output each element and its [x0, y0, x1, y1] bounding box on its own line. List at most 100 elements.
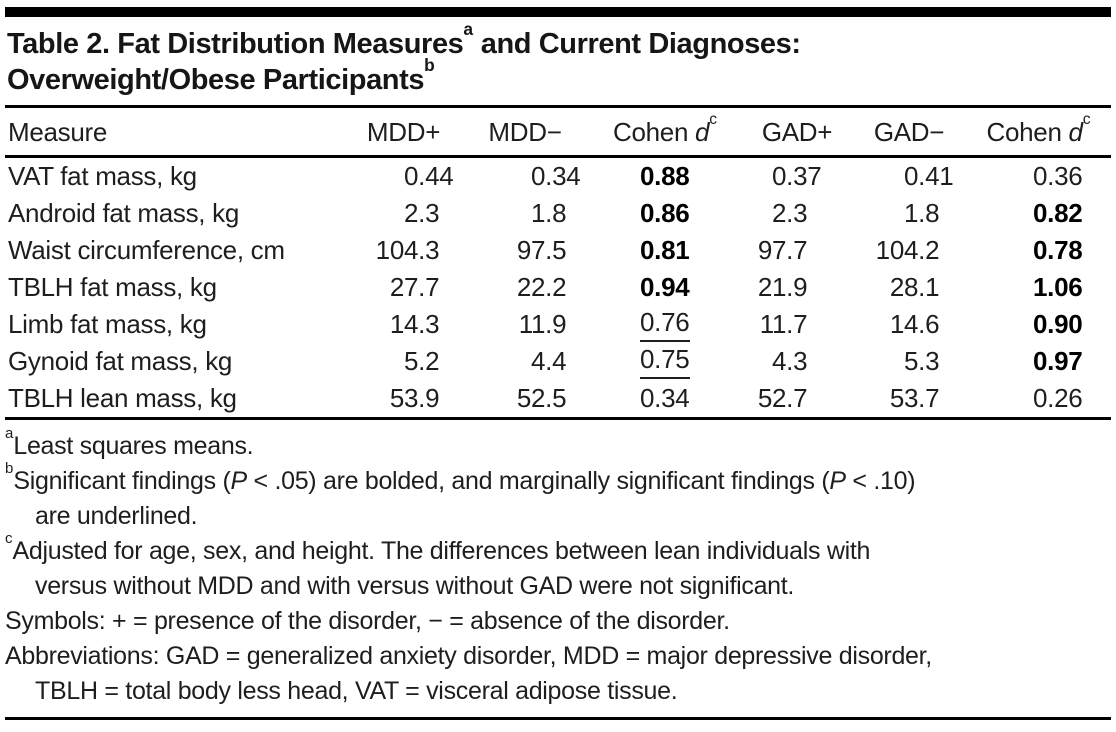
value-cell: 0. 36: [966, 157, 1111, 196]
cell-value: 52. 5: [516, 383, 567, 413]
value-cell: 0. 81: [588, 232, 742, 269]
table-row: Waist circumference, cm 104. 3 97. 5 0. 81 97. 7…: [5, 232, 1111, 269]
column-header-measure: Measure: [5, 108, 345, 158]
cell-value: 0. 97: [1032, 346, 1083, 376]
cell-value: 28. 1: [889, 272, 940, 302]
value-cell: 21. 9: [742, 269, 852, 306]
value-cell: 2.3: [742, 195, 852, 232]
footnote: bSignificant findings (P < .05) are bold…: [5, 459, 916, 530]
cell-value: 4.3: [771, 346, 808, 376]
value-cell: 0. 37: [742, 157, 852, 196]
cell-value: 14. 6: [889, 309, 940, 339]
value-cell: 0. 75: [588, 343, 742, 380]
value-cell: 0. 82: [966, 195, 1111, 232]
value-cell: 0. 90: [966, 306, 1111, 343]
cell-value: 11. 7: [759, 309, 808, 339]
value-cell: 1.8: [852, 195, 966, 232]
footnotes: aLeast squares means. bSignificant findin…: [5, 424, 1111, 709]
cell-value: 0. 44: [403, 161, 454, 191]
cell-value: 21. 9: [757, 272, 808, 302]
cell-value: 53. 7: [889, 383, 940, 413]
footnote: aLeast squares means.: [5, 424, 254, 460]
cell-value: 97. 7: [757, 235, 808, 265]
column-header-cohen-d-gad: Cohen dc: [966, 108, 1111, 158]
cell-value: 0. 37: [771, 161, 822, 191]
cell-value: 0. 86: [639, 198, 690, 228]
cell-value: 52. 7: [757, 383, 808, 413]
value-cell: 0. 94: [588, 269, 742, 306]
column-header-mdd-minus: MDD−: [462, 108, 588, 158]
value-cell: 28. 1: [852, 269, 966, 306]
cell-value: 14. 3: [389, 309, 440, 339]
value-cell: 11. 9: [462, 306, 588, 343]
value-cell: 14. 6: [852, 306, 966, 343]
value-cell: 5.3: [852, 343, 966, 380]
table-row: Limb fat mass, kg 14. 3 11. 9 0. 76 11. 7 14. 6 0. 9…: [5, 306, 1111, 343]
cell-value: 1.8: [530, 198, 567, 228]
table-bottom-border: [5, 717, 1111, 720]
cell-value: 0. 81: [639, 235, 690, 265]
value-cell: 14. 3: [345, 306, 462, 343]
table-row: TBLH fat mass, kg 27. 7 22. 2 0. 94 21. 9 28. 1 1. 0…: [5, 269, 1111, 306]
cell-value: 22. 2: [516, 272, 567, 302]
measure-cell: TBLH lean mass, kg: [5, 380, 345, 420]
cell-value: 1. 06: [1032, 272, 1083, 302]
measure-cell: TBLH fat mass, kg: [8, 272, 217, 302]
value-cell: 0. 26: [966, 380, 1111, 420]
table-row: Gynoid fat mass, kg 5. 2 4. 4 0. 75 4. 3 5. 3 0. 97: [5, 343, 1111, 380]
measure-cell: Gynoid fat mass, kg: [8, 346, 233, 376]
data-table: Measure MDD+ MDD− Cohen dc GAD+ GAD− Cohen dc …: [5, 108, 1111, 420]
value-cell: 1.8: [462, 195, 588, 232]
cell-value: 5.2: [403, 346, 440, 376]
cell-value: 0. 75: [639, 344, 690, 379]
cell-value: 53. 9: [389, 383, 440, 413]
column-header-gad-minus: GAD−: [852, 108, 966, 158]
footnote: cAdjusted for age, sex, and height. The …: [5, 529, 871, 600]
cell-value: 0. 78: [1032, 235, 1083, 265]
cell-value: 27. 7: [389, 272, 440, 302]
value-cell: 2.3: [345, 195, 462, 232]
value-cell: 0. 78: [966, 232, 1111, 269]
column-header-gad-plus: GAD+: [742, 108, 852, 158]
value-cell: 0. 97: [966, 343, 1111, 380]
measure-cell: Limb fat mass, kg: [8, 309, 207, 339]
table-row: VAT fat mass, kg 0. 44 0. 34 0. 88 0. 37 0. 41 0. 36: [5, 157, 1111, 196]
value-cell: 0. 34: [588, 380, 742, 420]
cell-value: 0. 76: [639, 307, 690, 342]
value-cell: 4.4: [462, 343, 588, 380]
cell-value: 5.3: [903, 346, 940, 376]
value-cell: 5.2: [345, 343, 462, 380]
footnote: Abbreviations: GAD = generalized anxiety…: [5, 642, 932, 705]
column-header-cohen-d-mdd: Cohen dc: [588, 108, 742, 158]
value-cell: 27. 7: [345, 269, 462, 306]
value-cell: 0. 86: [588, 195, 742, 232]
cell-value: 0. 90: [1032, 309, 1083, 339]
cell-value: 11. 9: [518, 309, 567, 339]
cell-value: 0. 34: [639, 383, 690, 413]
measure-cell: Waist circumference, cm: [8, 235, 285, 265]
cell-value: 0. 34: [530, 161, 581, 191]
value-cell: 0. 76: [588, 306, 742, 343]
value-cell: 22. 2: [462, 269, 588, 306]
value-cell: 104. 2: [852, 232, 966, 269]
cell-value: 0. 26: [1032, 383, 1083, 413]
title-divider: [5, 105, 1111, 108]
table-row: TBLH lean mass, kg 53. 9 52. 5 0. 34 52. 7 53. 7 0.…: [5, 380, 1111, 420]
cell-value: 104. 3: [375, 235, 440, 265]
table-title: Table 2. Fat Distribution Measuresa and …: [7, 18, 801, 96]
value-cell: 0. 41: [852, 157, 966, 196]
cell-value: 0. 88: [639, 161, 690, 191]
cell-value: 97. 5: [516, 235, 567, 265]
cell-value: 2.3: [403, 198, 440, 228]
cell-value: 0. 36: [1032, 161, 1083, 191]
cell-value: 0. 94: [639, 272, 690, 302]
cell-value: 0. 41: [903, 161, 954, 191]
footnote: Symbols: + = presence of the disorder, −…: [5, 607, 730, 635]
value-cell: 53. 9: [345, 380, 462, 420]
value-cell: 104. 3: [345, 232, 462, 269]
column-header-mdd-plus: MDD+: [345, 108, 462, 158]
value-cell: 11. 7: [742, 306, 852, 343]
cell-value: 4.4: [530, 346, 567, 376]
value-cell: 97. 7: [742, 232, 852, 269]
